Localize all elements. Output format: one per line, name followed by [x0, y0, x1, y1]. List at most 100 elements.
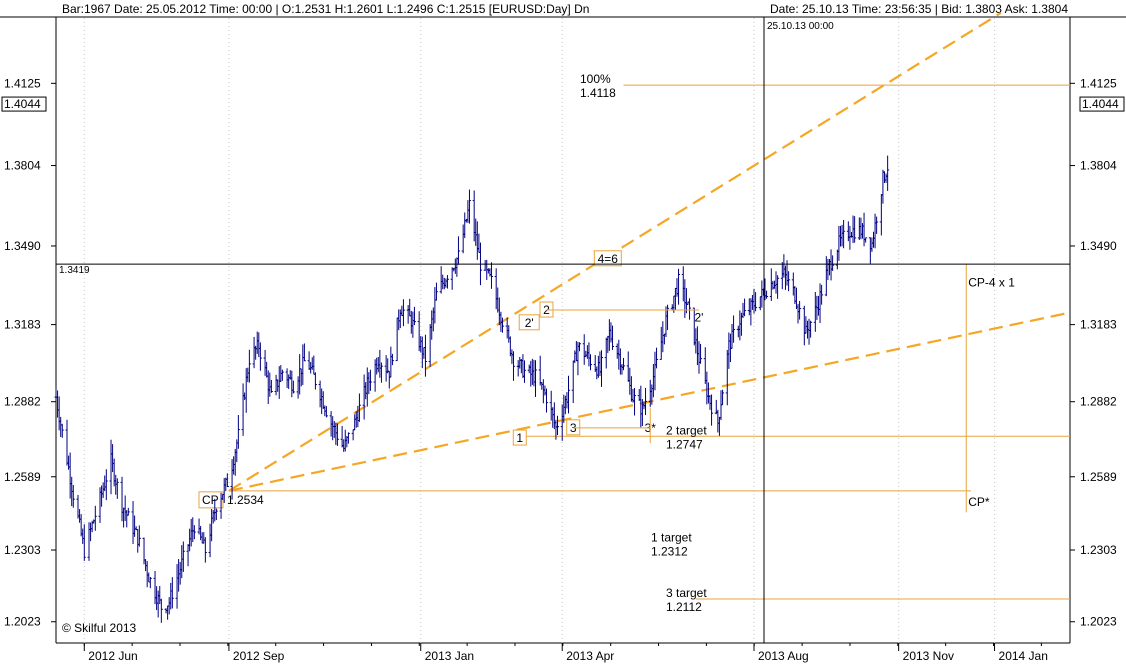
x-tick-label: 2013 Jan: [425, 649, 474, 663]
price-bar: [115, 478, 119, 499]
wave-marker-label: 1: [516, 431, 523, 445]
y-tick-label-right: 1.3490: [1080, 239, 1117, 253]
y-tick-label-left: 1.2882: [4, 395, 41, 409]
price-bar: [787, 271, 791, 292]
cp-value: 1.2534: [227, 493, 264, 507]
wave-marker-box: [593, 250, 622, 267]
y-tick-label-left: 1.4125: [4, 76, 41, 90]
price-bar: [677, 268, 681, 305]
header-bar: [0, 0, 1126, 17]
target-3-label: 3 target: [666, 586, 707, 600]
price-bar: [511, 351, 515, 381]
price-bar: [324, 406, 328, 418]
price-bar: [500, 317, 504, 333]
price-bar: [214, 508, 218, 520]
price-bar: [137, 525, 141, 547]
price-bar: [732, 315, 736, 343]
crosshair-date-label: 25.10.13 00:00: [767, 21, 834, 32]
wave-marker-box: [512, 429, 527, 446]
current-price-label-right: 1.4044: [1082, 97, 1119, 111]
price-bar: [633, 388, 637, 416]
price-bar: [820, 284, 824, 305]
price-bar: [743, 298, 747, 317]
price-bar: [864, 237, 868, 243]
header-bar-info: Bar:1967 Date: 25.05.2012 Time: 00:00 | …: [62, 2, 589, 16]
wave-marker-label: 2': [525, 316, 534, 330]
price-bar: [578, 342, 582, 352]
y-tick-label-right: 1.2589: [1080, 470, 1117, 484]
price-bar: [181, 541, 185, 572]
y-tick-label-left: 1.3490: [4, 239, 41, 253]
y-tick-label-right: 1.2023: [1080, 615, 1117, 629]
price-bar: [170, 577, 174, 609]
y-tick-label-left: 1.3804: [4, 159, 41, 173]
price-bar: [831, 255, 835, 271]
price-bar: [412, 306, 416, 326]
price-bar: [192, 525, 196, 540]
price-bar: [754, 292, 758, 312]
level-value-100: 1.4118: [580, 86, 616, 100]
price-bar: [269, 380, 273, 393]
price-bar: [622, 357, 626, 371]
projection-label: CP-4 x 1: [968, 276, 1015, 290]
price-bar: [798, 300, 802, 320]
x-tick-label: 2013 Apr: [566, 649, 614, 663]
price-bar: [126, 507, 130, 516]
y-tick-label-right: 1.4125: [1080, 76, 1117, 90]
wave-marker-label: 4=6: [598, 252, 619, 266]
price-bars: [54, 155, 890, 623]
price-bar: [544, 388, 548, 413]
watermark: © Skilful 2013: [62, 621, 137, 635]
price-bar: [776, 275, 780, 299]
target-3-value: 1.2112: [666, 600, 702, 614]
price-bar: [489, 262, 493, 289]
price-bar: [721, 389, 725, 406]
y-tick-label-left: 1.2589: [4, 470, 41, 484]
target-1-label: 1 target: [651, 531, 692, 545]
price-bar: [655, 347, 659, 369]
price-bar: [555, 415, 559, 436]
current-price-box-right: [1079, 96, 1125, 112]
price-bar: [148, 577, 152, 589]
price-bar: [644, 387, 648, 416]
price-bar: [600, 350, 604, 387]
price-bar: [379, 362, 383, 383]
x-axis: 2012 Jun 2012 Sep 2013 Jan 2013 Apr 2013 Aug…: [83, 643, 1048, 663]
price-bar: [335, 423, 339, 446]
price-bar: [60, 423, 64, 438]
price-bar: [280, 369, 284, 381]
x-tick-label: 2012 Sep: [233, 649, 285, 663]
price-bar: [258, 342, 262, 371]
price-bar: [533, 360, 537, 397]
header-quote-info: Date: 25.10.13 Time: 23:56:35 | Bid: 1.3…: [770, 2, 1068, 16]
projection-label: CP*: [968, 495, 990, 509]
price-bar: [456, 236, 460, 265]
price-bar: [765, 290, 769, 299]
price-bar: [445, 275, 449, 289]
price-bar: [842, 219, 846, 249]
y-tick-label-right: 1.2882: [1080, 395, 1117, 409]
price-bar: [611, 325, 615, 350]
price-bar: [423, 334, 427, 377]
x-tick-label: 2012 Jun: [88, 649, 137, 663]
price-bar: [467, 189, 471, 224]
crosshair-price-label: 1.3419: [59, 265, 90, 276]
price-bar: [247, 349, 251, 383]
y-tick-label-right: 1.2303: [1080, 543, 1117, 557]
wave-markers: 12'234=63*2': [512, 250, 703, 446]
y-tick-label-left: 1.3183: [4, 318, 41, 332]
price-bar: [853, 216, 857, 243]
current-price-label-left: 1.4044: [4, 97, 41, 111]
level-label-100: 100%: [580, 72, 611, 86]
price-bar: [688, 298, 692, 320]
price-bar: [203, 537, 207, 563]
price-bar: [225, 473, 229, 488]
price-bar: [809, 320, 813, 338]
target-2-label: 2 target: [666, 423, 707, 437]
price-bar: [666, 304, 670, 331]
price-bar: [886, 155, 890, 191]
target-2-value: 1.2747: [666, 437, 703, 451]
price-bar: [699, 343, 703, 364]
